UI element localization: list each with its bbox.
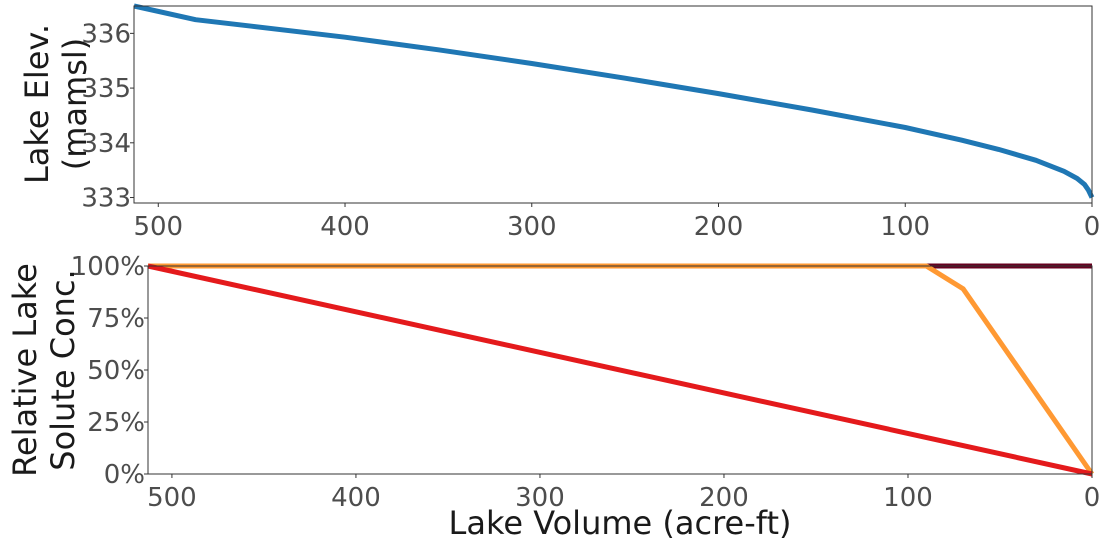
concentration-series-line-3 xyxy=(147,263,1093,477)
concentration-x-tick-label: 400 xyxy=(331,483,381,513)
elevation-y-tick-label: 335 xyxy=(81,74,131,104)
elevation-y-axis: 333 334 335 336 xyxy=(81,19,134,214)
elevation-x-tick-label: 300 xyxy=(507,212,557,242)
elevation-y-tick-label: 336 xyxy=(81,19,131,49)
concentration-y-tick-label: 100% xyxy=(71,252,145,282)
concentration-y-axis: 0% 25% 50% 75% 100% xyxy=(71,252,148,490)
elevation-series-group xyxy=(133,3,1095,199)
concentration-x-tick-label: 200 xyxy=(699,483,749,513)
concentration-x-tick-label: 0 xyxy=(1084,483,1100,513)
concentration-x-tick-label: 500 xyxy=(147,483,197,513)
elevation-x-tick-label: 400 xyxy=(320,212,370,242)
elevation-x-tick-label: 200 xyxy=(694,212,744,242)
elevation-series-line-1 xyxy=(133,3,1095,199)
concentration-panel: 0% 25% 50% 75% 100% 500 400 300 200 100 0 Relativ… xyxy=(6,252,1100,541)
concentration-y-label-line1: Relative Lake xyxy=(6,263,44,477)
elevation-x-tick-label: 0 xyxy=(1084,212,1100,242)
concentration-series-group xyxy=(147,263,1095,477)
elevation-y-tick-label: 334 xyxy=(81,129,131,159)
elevation-panel: 333 334 335 336 500 400 300 200 100 0 Lake Elev.… xyxy=(18,3,1100,242)
concentration-y-tick-label: 25% xyxy=(87,408,145,438)
elevation-panel-frame xyxy=(133,5,1093,204)
concentration-x-tick-label: 300 xyxy=(515,483,565,513)
concentration-y-tick-label: 75% xyxy=(87,304,145,334)
concentration-y-tick-label: 50% xyxy=(87,356,145,386)
elevation-y-label-line2: (mamsl) xyxy=(56,38,94,170)
concentration-y-tick-label: 0% xyxy=(104,460,145,490)
elevation-y-tick-label: 333 xyxy=(81,184,131,214)
concentration-x-tick-label: 100 xyxy=(883,483,933,513)
x-axis-label: Lake Volume (acre-ft) xyxy=(449,504,792,541)
concentration-y-label-line2: Solute Conc. xyxy=(44,269,82,470)
concentration-x-axis: 500 400 300 200 100 0 xyxy=(147,474,1100,513)
elevation-x-tick-label: 500 xyxy=(133,212,183,242)
elevation-y-label-line1: Lake Elev. xyxy=(18,24,56,184)
elevation-x-tick-label: 100 xyxy=(880,212,930,242)
elevation-x-axis: 500 400 300 200 100 0 xyxy=(133,203,1100,242)
